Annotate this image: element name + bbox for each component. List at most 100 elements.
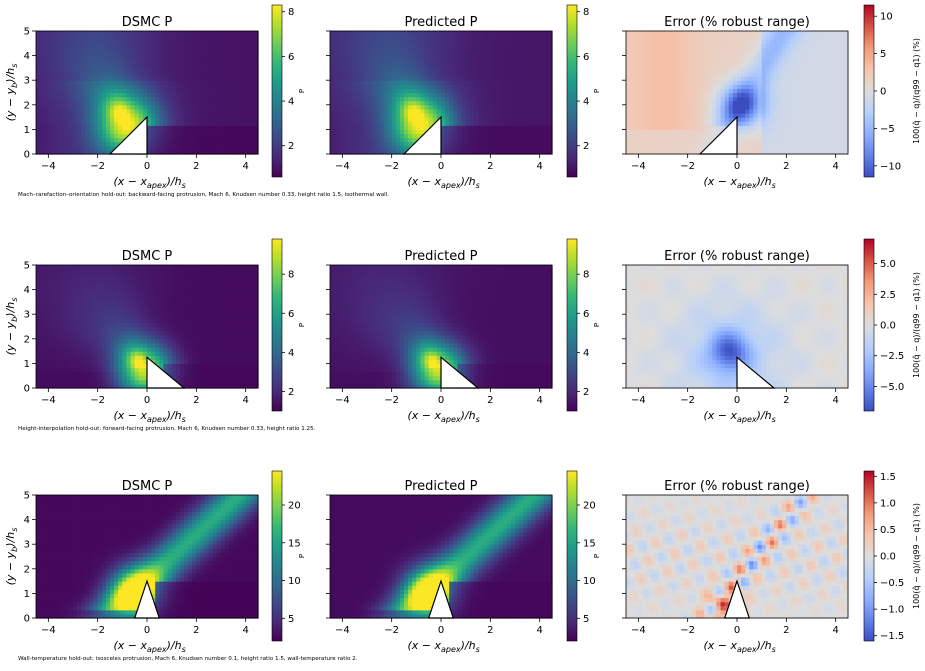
x-axis-label-rest: apex)/hs [147, 409, 186, 424]
x-axis-label-rest: apex)/hs [147, 639, 186, 654]
x-tick-label: −4 [41, 625, 56, 636]
x-tick-label: 2 [783, 625, 789, 636]
colorbar-label: P [593, 554, 601, 558]
colorbar-tick-label: 6 [288, 309, 294, 320]
panel-r1-c1: Predicted P −4 −2 0 2 4 (x − x apex)/hs 2 4 6 8 P [326, 238, 601, 424]
x-axis-label: (x − x [407, 639, 441, 652]
panel-title: DSMC P [122, 479, 173, 494]
x-axis-label-rest: apex)/hs [147, 175, 186, 190]
x-tick-label: −4 [631, 395, 646, 406]
panel-r0-c0: DSMC P −4 −2 0 2 4 (x − x apex)/hs 0 1 2 3 4 5 (y − yb… [4, 4, 306, 190]
colorbar-tick-label: 10 [880, 12, 893, 23]
colorbar [566, 4, 578, 178]
colorbar [566, 470, 578, 642]
x-tick-label: −4 [631, 625, 646, 636]
y-tick-label: 4 [24, 285, 30, 296]
y-tick-label: 2 [24, 564, 30, 575]
colorbar-tick-label: 2 [288, 387, 294, 398]
y-tick-label: 3 [24, 540, 30, 551]
x-tick-label: −4 [41, 395, 56, 406]
x-axis-label-rest: apex)/hs [737, 175, 776, 190]
colorbar-tick-label: 5 [288, 614, 294, 625]
x-tick-label: 2 [487, 161, 493, 172]
colorbar-tick-label: −10 [880, 161, 901, 172]
panel-r1-c0: DSMC P −4 −2 0 2 4 (x − x apex)/hs 0 1 2 3 4 5 (y − yb… [4, 238, 306, 424]
y-tick-label: 1 [24, 125, 30, 136]
y-axis-label: (y − yb)/hs [4, 298, 19, 356]
colorbar [566, 238, 578, 412]
colorbar-tick-label: 2 [288, 141, 294, 152]
y-tick-label: 2 [24, 100, 30, 111]
x-tick-label: −2 [90, 395, 105, 406]
colorbar-tick-label: 2.5 [880, 290, 896, 301]
colorbar-tick-label: 15 [288, 538, 301, 549]
caption-row-0: Mach–rarefaction–orientation hold-out: b… [18, 192, 390, 198]
y-tick-label: 3 [24, 76, 30, 87]
x-tick-label: −2 [680, 625, 695, 636]
colorbar-tick-label: 2 [583, 387, 589, 398]
colorbar-tick-label: 1.5 [880, 472, 896, 483]
colorbar-tick-label: 4 [288, 97, 294, 108]
x-axis-label-rest: apex)/hs [441, 175, 480, 190]
y-tick-label: 1 [24, 359, 30, 370]
x-tick-label: −4 [335, 161, 350, 172]
colorbar-tick-label: 1.0 [880, 498, 896, 509]
x-axis-label: (x − x [407, 409, 441, 422]
x-tick-label: −2 [384, 625, 399, 636]
x-tick-label: −2 [384, 395, 399, 406]
y-axis-label: (y − yb)/hs [4, 64, 19, 122]
colorbar-label: P [298, 89, 306, 93]
x-tick-label: 0 [734, 625, 740, 636]
x-tick-label: −2 [90, 161, 105, 172]
panel-r1-c2: Error (% robust range) −4 −2 0 2 4 (x − x apex)… [622, 238, 921, 424]
x-tick-label: 2 [783, 395, 789, 406]
colorbar-label: P [298, 554, 306, 558]
colorbar-tick-label: 20 [288, 501, 301, 512]
colorbar-tick-label: 8 [583, 7, 589, 18]
panel-title: Predicted P [405, 15, 478, 30]
y-tick-label: 3 [24, 310, 30, 321]
x-tick-label: 0 [438, 161, 444, 172]
x-tick-label: 0 [144, 625, 150, 636]
x-tick-label: −4 [41, 161, 56, 172]
x-tick-label: 2 [783, 161, 789, 172]
colorbar [863, 238, 875, 412]
x-tick-label: −4 [631, 161, 646, 172]
colorbar [863, 4, 875, 178]
panel-title: Predicted P [405, 249, 478, 264]
x-tick-label: −2 [680, 161, 695, 172]
colorbar-tick-label: 0 [880, 87, 886, 98]
x-tick-label: 4 [242, 395, 248, 406]
colorbar-label: 100(q̂ − q)/(q99 − q1) (%) [911, 38, 921, 144]
colorbar-tick-label: 10 [583, 576, 596, 587]
x-axis-label-rest: apex)/hs [441, 639, 480, 654]
y-tick-label: 2 [24, 334, 30, 345]
x-tick-label: 2 [193, 625, 199, 636]
colorbar-label: P [298, 323, 306, 327]
colorbar-label: 100(q̂ − q)/(q99 − q1) (%) [911, 503, 921, 609]
x-tick-label: 0 [438, 395, 444, 406]
x-axis-label: (x − x [113, 175, 147, 188]
x-tick-label: −4 [335, 395, 350, 406]
x-axis-label: (x − x [113, 409, 147, 422]
panel-r2-c2: Error (% robust range) −4 −2 0 2 4 (x − x apex)… [622, 470, 921, 654]
colorbar [863, 470, 875, 642]
colorbar-tick-label: 5 [583, 614, 589, 625]
x-tick-label: 4 [536, 395, 542, 406]
y-tick-label: 0 [24, 150, 30, 161]
x-tick-label: 4 [832, 161, 838, 172]
y-tick-label: 5 [24, 261, 30, 272]
colorbar-tick-label: 6 [583, 309, 589, 320]
x-tick-label: 2 [487, 625, 493, 636]
colorbar-label: P [593, 323, 601, 327]
caption-row-1: Height-interpolation hold-out: forward-f… [18, 426, 316, 432]
y-tick-label: 5 [24, 491, 30, 502]
panel-r0-c1: Predicted P −4 −2 0 2 4 (x − x apex)/hs 2 4 6 8 P [326, 4, 601, 190]
colorbar-tick-label: 4 [288, 348, 294, 359]
x-axis-label: (x − x [407, 175, 441, 188]
colorbar [271, 470, 283, 642]
colorbar-tick-label: −2.5 [880, 351, 904, 362]
x-tick-label: 4 [242, 161, 248, 172]
colorbar-tick-label: 5.0 [880, 259, 896, 270]
x-tick-label: 2 [487, 395, 493, 406]
